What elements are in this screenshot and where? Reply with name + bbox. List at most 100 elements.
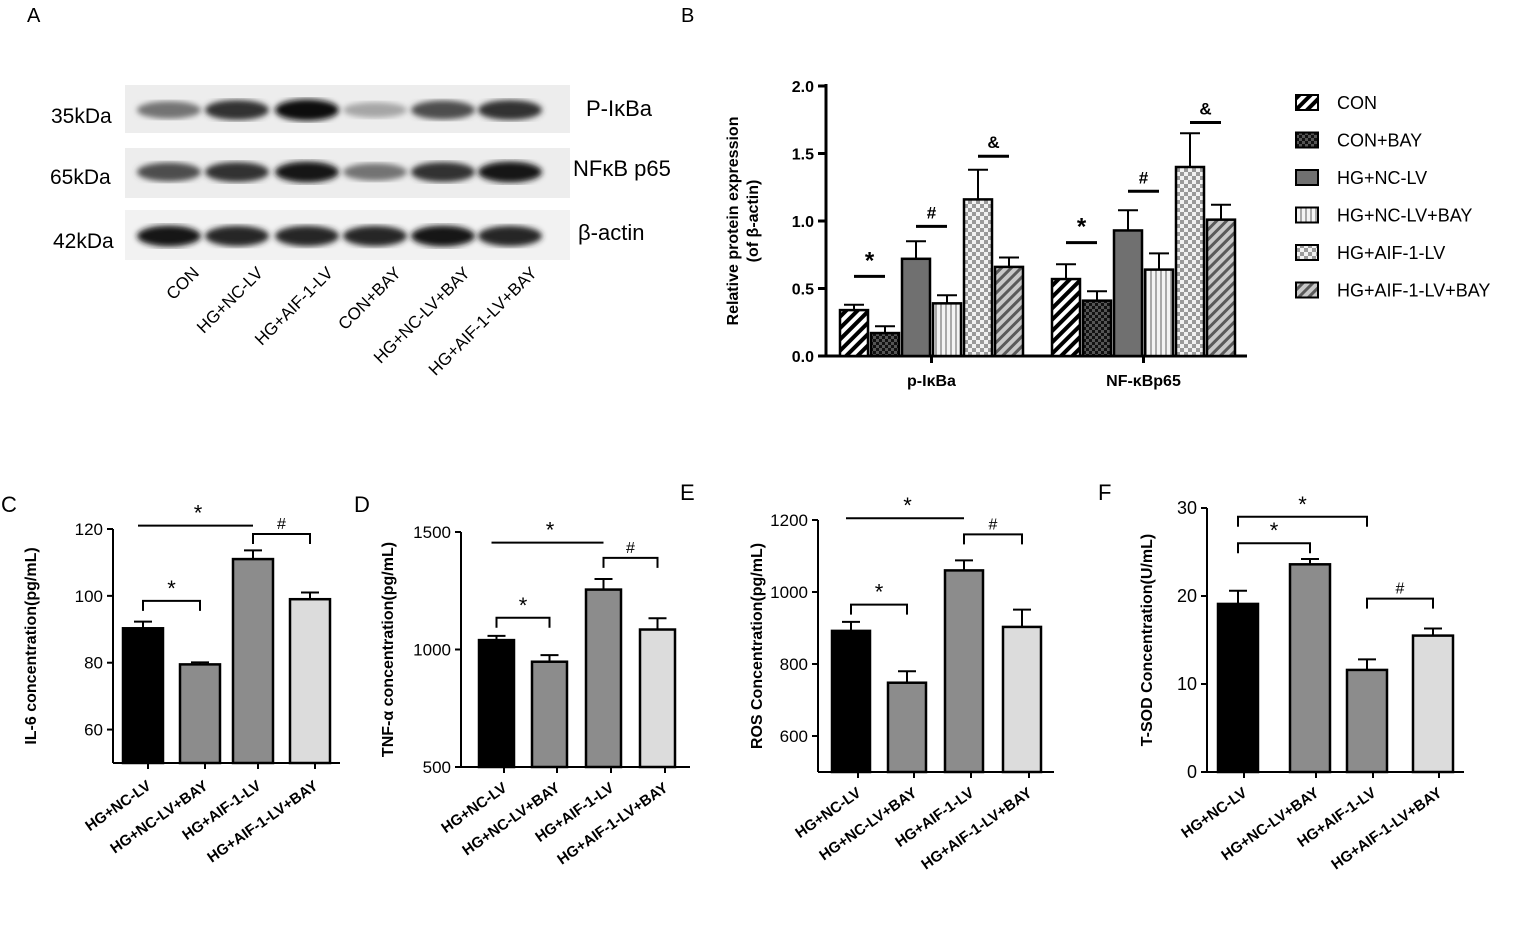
y-axis-title: ROS Concentration(pg/mL) [749, 543, 766, 749]
chart-b: 0.0 0.5 1.0 1.5 2.0 Relative protein expressi… [725, 79, 1490, 390]
significance-bracket [1237, 515, 1368, 527]
protein-label: β-actin [578, 220, 644, 245]
significance-marker: * [1077, 214, 1087, 241]
bar [1112, 229, 1144, 358]
significance-marker: * [1298, 492, 1307, 517]
blot-band [275, 225, 339, 247]
bar [121, 627, 165, 765]
significance-marker: * [194, 501, 203, 526]
y-axis-title: IL-6 concentration(pg/mL) [23, 547, 40, 744]
bar [886, 681, 928, 774]
y-tick-label: 1.0 [792, 214, 814, 231]
bar [1205, 218, 1237, 358]
x-tick-label: HG+NC-LV+BAY [459, 779, 563, 859]
protein-label: NFκB p65 [573, 156, 671, 181]
blot-band [137, 225, 201, 247]
significance-bracket [252, 533, 311, 545]
significance-bracket [963, 533, 1023, 545]
significance-marker: # [626, 540, 635, 557]
panel-label-b: B [681, 5, 694, 27]
significance-marker: # [1139, 168, 1149, 187]
significance-marker: # [927, 203, 937, 222]
bar [1174, 165, 1206, 358]
mw-label: 35kDa [51, 105, 112, 128]
bar [178, 663, 222, 765]
x-tick-label: HG+NC-LV [1178, 784, 1250, 842]
bar [638, 628, 677, 769]
mw-label: 65kDa [50, 166, 111, 189]
bar [869, 331, 901, 358]
bar [943, 569, 985, 774]
x-tick-label: NF-κBp65 [1106, 373, 1181, 390]
bar [830, 629, 872, 774]
bar [838, 308, 870, 358]
blot-band [205, 100, 269, 120]
bar [231, 557, 275, 765]
legend-label: HG+AIF-1-LV [1337, 243, 1445, 263]
legend-swatch [1295, 244, 1319, 261]
legend-swatch [1295, 131, 1319, 149]
bar [1001, 625, 1043, 774]
significance-marker: # [1396, 581, 1405, 598]
chart-d: 500 1000 1500 TNF-α concentration(pg/mL) HG+… [380, 518, 690, 868]
y-tick-label: 20 [1177, 586, 1197, 606]
y-tick-label: 10 [1177, 674, 1197, 694]
chart-c: 60 80 100 120 IL-6 concentration(pg/mL) HG+NC… [23, 501, 340, 866]
blot-band [411, 100, 475, 120]
significance-marker: # [989, 516, 998, 533]
significance-marker: * [903, 493, 912, 518]
bar [288, 597, 332, 765]
significance-marker: * [875, 580, 884, 605]
y-tick-label: 30 [1177, 498, 1197, 518]
blot-band [137, 162, 201, 182]
blot-band [275, 99, 339, 121]
y-tick-label: 1.5 [792, 147, 814, 164]
significance-bracket [602, 556, 659, 568]
bar [1288, 563, 1332, 774]
legend-swatch [1295, 206, 1319, 224]
panel-label-d: D [354, 492, 370, 517]
blot-band [411, 162, 475, 182]
legend-label: HG+NC-LV+BAY [1337, 206, 1472, 226]
panel-label-a: A [27, 5, 41, 27]
lane-label: CON+BAY [334, 263, 404, 333]
y-tick-label: 1000 [413, 641, 451, 660]
bar [1143, 268, 1175, 358]
blot-band [478, 100, 542, 120]
significance-marker: & [1199, 99, 1211, 118]
significance-marker: * [167, 576, 176, 601]
y-tick-label: 800 [780, 655, 808, 674]
legend-label: HG+AIF-1-LV+BAY [1337, 281, 1490, 301]
panel-label-e: E [680, 480, 695, 505]
panel-label-f: F [1098, 480, 1111, 505]
significance-bracket [1237, 542, 1311, 554]
significance-bracket [850, 603, 908, 615]
legend-label: CON [1337, 93, 1377, 113]
protein-label: P-IκBa [586, 96, 653, 121]
lane-label: CON [163, 263, 203, 303]
y-axis-title: Relative protein expression [725, 117, 742, 326]
y-axis-title: TNF-α concentration(pg/mL) [380, 542, 397, 757]
blot-band [411, 225, 475, 247]
y-axis-title: (of β-actin) [745, 180, 762, 263]
bar [900, 257, 932, 358]
significance-marker: * [546, 518, 555, 543]
y-tick-label: 0 [1187, 762, 1197, 782]
y-tick-label: 2.0 [792, 79, 814, 96]
significance-bracket [1366, 597, 1434, 609]
y-axis-title: T-SOD Concentration(U/mL) [1139, 534, 1156, 746]
y-tick-label: 1500 [413, 523, 451, 542]
y-tick-label: 120 [75, 520, 103, 539]
bar [931, 302, 963, 358]
chart-f: 0 10 20 30 T-SOD Concentration(U/mL) HG+NC-LV… [1139, 492, 1464, 873]
blot-band [343, 163, 407, 181]
panel-label-c: C [1, 492, 17, 517]
x-tick-label: p-IκBa [907, 373, 956, 390]
y-tick-label: 500 [423, 758, 451, 777]
bar [477, 638, 516, 769]
western-blot: 35kDa 65kDa 42kDa P-IκBa NFκB p65 β-acti… [50, 85, 671, 379]
mw-label: 42kDa [53, 230, 114, 253]
significance-marker: & [987, 133, 999, 152]
bar [1411, 634, 1455, 774]
